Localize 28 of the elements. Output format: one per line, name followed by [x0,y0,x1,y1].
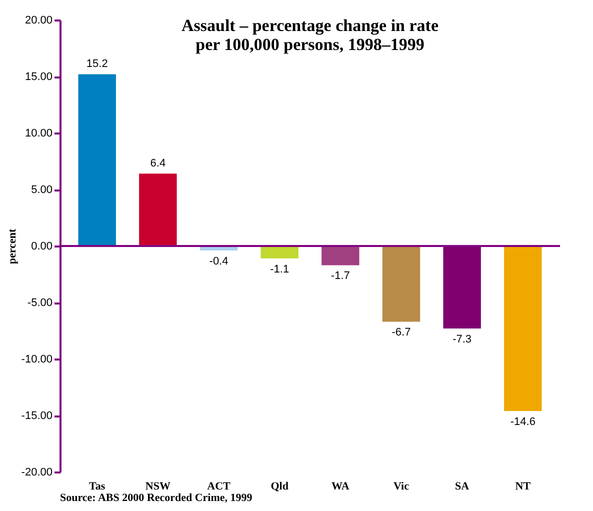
data-label: -7.3 [452,333,472,346]
y-tick-label: 20.00 [24,14,52,26]
y-tick-label: -5.00 [27,297,52,309]
y-tick-label: -20.00 [21,466,52,478]
y-tick-label: 5.00 [31,184,52,196]
data-label: -0.4 [209,256,228,268]
data-label: -1.7 [330,270,350,282]
x-tick-label: ACT [207,480,232,492]
x-tick-label: Vic [394,480,410,492]
data-label: 15.2 [86,58,108,70]
y-tick-label: 10.00 [24,128,52,140]
data-label: 6.4 [150,158,166,170]
source-note: Source: ABS 2000 Recorded Crime, 1999 [60,492,253,504]
y-axis-title: percent [6,228,18,264]
data-label: -14.6 [510,416,536,428]
chart-title: Assault – percentage change in rate per 100,000 persons, 1998–1999 [181,16,439,54]
x-tick-label: NSW [145,480,170,492]
x-tick-label: Qld [270,480,288,492]
y-tick-label: 0.00 [31,240,52,252]
y-tick-label: -10.00 [21,354,52,366]
x-tick-label: SA [455,480,470,492]
y-tick-label: 15.00 [24,71,52,83]
x-tick-label: WA [332,480,350,492]
x-tick-label: Tas [89,480,106,492]
y-tick-label: -15.00 [21,410,52,422]
data-label: -1.1 [270,263,290,276]
x-tick-label: NT [515,480,532,492]
data-label: -6.7 [392,326,411,339]
